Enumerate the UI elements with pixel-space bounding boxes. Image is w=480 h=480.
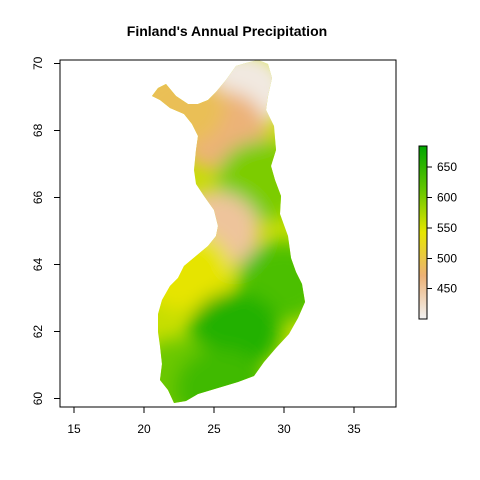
precipitation-field: [152, 60, 305, 403]
x-tick-label: 15: [67, 422, 81, 436]
y-tick-label: 64: [31, 258, 45, 272]
legend-tick-label: 550: [437, 221, 457, 235]
x-tick-label: 25: [207, 422, 221, 436]
precipitation-region: [152, 66, 225, 147]
x-axis-ticks: 15 20 25 30 35: [67, 407, 361, 436]
y-tick-label: 60: [31, 392, 45, 406]
y-tick-label: 66: [31, 190, 45, 204]
legend-frame: [418, 145, 428, 320]
color-legend: 450 500 550 600 650: [418, 145, 457, 320]
x-tick-label: 20: [137, 422, 151, 436]
y-axis-ticks: 60 62 64 66 68 70: [31, 56, 60, 405]
y-tick-label: 62: [31, 325, 45, 339]
x-tick-label: 30: [277, 422, 291, 436]
legend-ticks: 450 500 550 600 650: [427, 160, 457, 296]
legend-tick-label: 450: [437, 282, 457, 296]
map-layer: [152, 60, 305, 403]
legend-colorbar: [419, 146, 427, 319]
precipitation-region: [175, 348, 267, 403]
chart-title: Finland's Annual Precipitation: [127, 23, 327, 39]
legend-tick-label: 650: [437, 160, 457, 174]
y-tick-label: 70: [31, 56, 45, 70]
x-tick-label: 35: [347, 422, 361, 436]
y-tick-label: 68: [31, 123, 45, 137]
legend-tick-label: 500: [437, 251, 457, 265]
legend-tick-label: 600: [437, 191, 457, 205]
